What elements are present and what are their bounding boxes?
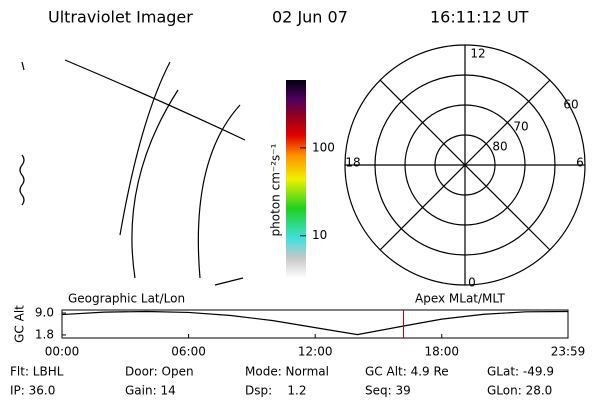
x-tick-label: 12:00 (298, 345, 333, 359)
lat-label: 80 (492, 140, 507, 154)
mlt-label: 18 (345, 156, 360, 170)
map-panel (19, 59, 246, 286)
status-field: GC Alt: 4.9 Re (365, 365, 449, 379)
altitude-line (61, 310, 569, 336)
lat-label: 60 (563, 98, 578, 112)
instrument: Ultraviolet Imager (48, 8, 193, 27)
colorbar-label: photon cm⁻²s⁻¹ (269, 143, 283, 236)
y-tick-label: 9.0 (35, 306, 54, 320)
plot-label: Geographic Lat/Lon (68, 292, 185, 306)
y-tick-label: 1.8 (35, 327, 54, 341)
status-field: GLat: -49.9 (487, 365, 554, 379)
x-tick-label: 23:59 (551, 345, 586, 359)
date: 02 Jun 07 (272, 8, 348, 27)
mlt-label: 6 (576, 156, 584, 170)
status-field: Flt: LBHL (10, 365, 64, 379)
y-axis-label: GC Alt (13, 305, 27, 343)
mlt-label: 0 (468, 276, 476, 290)
status-field: Gain: 14 (125, 384, 176, 398)
status-field: GLon: 28.0 (487, 384, 552, 398)
x-tick-label: 06:00 (171, 345, 206, 359)
polar-plot (344, 44, 586, 286)
status-field: Mode: Normal (245, 365, 329, 379)
status-field: IP: 36.0 (10, 384, 55, 398)
mlt-label: 12 (470, 47, 485, 61)
colorbar (286, 80, 306, 278)
plot-label: Apex MLat/MLT (415, 292, 505, 306)
x-tick-label: 18:00 (424, 345, 459, 359)
colorbar-tick-label: 100 (312, 140, 335, 154)
colorbar-tick-label: 10 (312, 228, 327, 242)
status-field: Door: Open (125, 365, 194, 379)
status-field: Seq: 39 (365, 384, 411, 398)
status-field: Dsp: 1.2 (245, 384, 307, 398)
lat-label: 70 (513, 120, 528, 134)
x-tick-label: 00:00 (45, 345, 80, 359)
time: 16:11:12 UT (430, 8, 529, 27)
